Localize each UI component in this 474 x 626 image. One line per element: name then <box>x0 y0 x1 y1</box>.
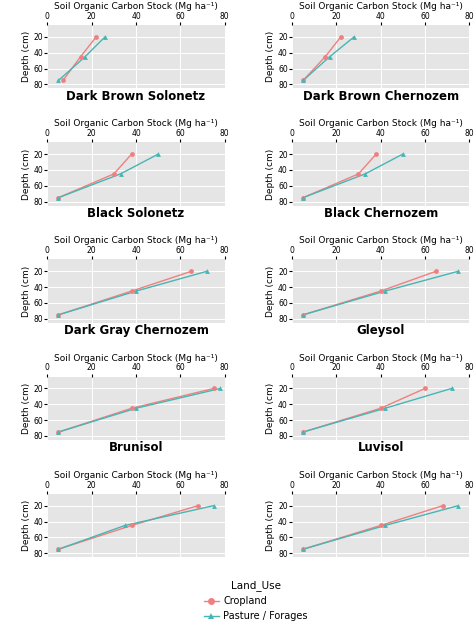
Point <box>455 501 462 511</box>
Point <box>299 76 307 86</box>
Point <box>55 76 62 86</box>
Point <box>188 266 195 276</box>
Point <box>128 286 136 296</box>
Point <box>210 384 218 394</box>
Y-axis label: Depth (cm): Depth (cm) <box>22 500 31 551</box>
Point <box>203 266 211 276</box>
Y-axis label: Depth (cm): Depth (cm) <box>266 265 275 317</box>
Point <box>377 403 384 413</box>
Point <box>77 52 84 62</box>
Point <box>128 403 136 413</box>
Point <box>439 501 447 511</box>
Point <box>132 403 140 413</box>
Point <box>299 544 307 554</box>
Point <box>321 52 329 62</box>
Y-axis label: Depth (cm): Depth (cm) <box>22 148 31 200</box>
Point <box>381 286 389 296</box>
X-axis label: Soil Organic Carbon Stock (Mg ha⁻¹): Soil Organic Carbon Stock (Mg ha⁻¹) <box>54 2 218 11</box>
Y-axis label: Depth (cm): Depth (cm) <box>22 382 31 434</box>
Point <box>377 520 384 530</box>
Point <box>421 384 429 394</box>
X-axis label: Soil Organic Carbon Stock (Mg ha⁻¹): Soil Organic Carbon Stock (Mg ha⁻¹) <box>299 471 463 480</box>
Point <box>55 310 62 320</box>
Point <box>55 427 62 437</box>
Y-axis label: Depth (cm): Depth (cm) <box>266 500 275 551</box>
X-axis label: Soil Organic Carbon Stock (Mg ha⁻¹): Soil Organic Carbon Stock (Mg ha⁻¹) <box>299 2 463 11</box>
Point <box>326 52 334 62</box>
Point <box>132 286 140 296</box>
Point <box>121 520 129 530</box>
Point <box>377 286 384 296</box>
Point <box>155 149 162 159</box>
Point <box>361 169 369 179</box>
Title: Dark Brown Chernozem: Dark Brown Chernozem <box>302 90 459 103</box>
Point <box>110 169 118 179</box>
Y-axis label: Depth (cm): Depth (cm) <box>266 148 275 200</box>
Legend: Cropland, Pasture / Forages: Cropland, Pasture / Forages <box>204 580 308 621</box>
Title: Brunisol: Brunisol <box>109 441 163 454</box>
Point <box>217 384 224 394</box>
Point <box>55 193 62 203</box>
Point <box>337 32 345 42</box>
Title: Luvisol: Luvisol <box>357 441 404 454</box>
Point <box>117 169 124 179</box>
Point <box>373 149 380 159</box>
Point <box>299 76 307 86</box>
Point <box>55 427 62 437</box>
Point <box>299 193 307 203</box>
Point <box>128 520 136 530</box>
Title: Black Solonetz: Black Solonetz <box>87 207 185 220</box>
Title: Dark Brown Solonetz: Dark Brown Solonetz <box>66 90 206 103</box>
Y-axis label: Depth (cm): Depth (cm) <box>22 265 31 317</box>
Point <box>355 169 362 179</box>
Point <box>55 544 62 554</box>
Point <box>399 149 407 159</box>
Point <box>455 266 462 276</box>
Point <box>55 193 62 203</box>
Point <box>299 544 307 554</box>
Point <box>59 76 67 86</box>
Y-axis label: Depth (cm): Depth (cm) <box>22 31 31 83</box>
X-axis label: Soil Organic Carbon Stock (Mg ha⁻¹): Soil Organic Carbon Stock (Mg ha⁻¹) <box>299 120 463 128</box>
Title: Black Chernozem: Black Chernozem <box>324 207 438 220</box>
Point <box>128 149 136 159</box>
Point <box>55 310 62 320</box>
Point <box>92 32 100 42</box>
Point <box>81 52 89 62</box>
Point <box>448 384 456 394</box>
Point <box>299 193 307 203</box>
X-axis label: Soil Organic Carbon Stock (Mg ha⁻¹): Soil Organic Carbon Stock (Mg ha⁻¹) <box>54 237 218 245</box>
Point <box>299 427 307 437</box>
Point <box>299 310 307 320</box>
X-axis label: Soil Organic Carbon Stock (Mg ha⁻¹): Soil Organic Carbon Stock (Mg ha⁻¹) <box>54 354 218 362</box>
X-axis label: Soil Organic Carbon Stock (Mg ha⁻¹): Soil Organic Carbon Stock (Mg ha⁻¹) <box>54 471 218 480</box>
Point <box>299 310 307 320</box>
Title: Gleysol: Gleysol <box>356 324 405 337</box>
Point <box>381 520 389 530</box>
Point <box>299 427 307 437</box>
Y-axis label: Depth (cm): Depth (cm) <box>266 382 275 434</box>
X-axis label: Soil Organic Carbon Stock (Mg ha⁻¹): Soil Organic Carbon Stock (Mg ha⁻¹) <box>54 120 218 128</box>
X-axis label: Soil Organic Carbon Stock (Mg ha⁻¹): Soil Organic Carbon Stock (Mg ha⁻¹) <box>299 237 463 245</box>
Point <box>432 266 440 276</box>
Y-axis label: Depth (cm): Depth (cm) <box>266 31 275 83</box>
Point <box>381 403 389 413</box>
Point <box>194 501 202 511</box>
X-axis label: Soil Organic Carbon Stock (Mg ha⁻¹): Soil Organic Carbon Stock (Mg ha⁻¹) <box>299 354 463 362</box>
Title: Dark Gray Chernozem: Dark Gray Chernozem <box>64 324 209 337</box>
Point <box>210 501 218 511</box>
Point <box>55 544 62 554</box>
Point <box>350 32 358 42</box>
Point <box>101 32 109 42</box>
